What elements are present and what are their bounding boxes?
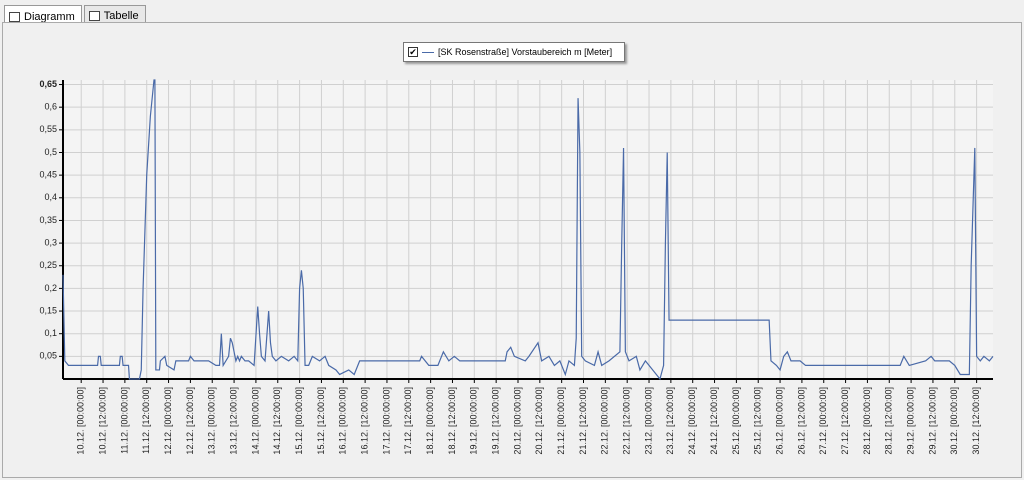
x-tick-label: 13.12. [12:00:00] xyxy=(228,387,238,455)
x-tick-label: 27.12. [12:00:00] xyxy=(840,387,850,455)
x-tick-label: 17.12. [00:00:00] xyxy=(381,387,391,455)
x-tick-label: 21.12. [00:00:00] xyxy=(556,387,566,455)
x-tick-label: 29.12. [00:00:00] xyxy=(905,387,915,455)
x-tick-label: 24.12. [00:00:00] xyxy=(687,387,697,455)
y-tick-label: 0,1 xyxy=(44,328,57,338)
y-tick-label: 0,45 xyxy=(39,170,57,180)
x-tick-label: 22.12. [12:00:00] xyxy=(622,387,632,455)
x-tick-label: 22.12. [00:00:00] xyxy=(600,387,610,455)
tab[interactable]: Diagramm xyxy=(4,5,82,25)
legend-swatch xyxy=(422,51,434,53)
x-tick-label: 29.12. [12:00:00] xyxy=(927,387,937,455)
x-tick-label: 14.12. [00:00:00] xyxy=(250,387,260,455)
x-tick-label: 10.12. [12:00:00] xyxy=(97,387,107,455)
y-tick-label: 0,55 xyxy=(39,124,57,134)
y-tick-label: 0,3 xyxy=(44,237,57,247)
x-tick-label: 14.12. [12:00:00] xyxy=(272,387,282,455)
y-tick-label: 0,15 xyxy=(39,305,57,315)
x-tick-label: 12.12. [00:00:00] xyxy=(163,387,173,455)
x-tick-label: 21.12. [12:00:00] xyxy=(578,387,588,455)
x-tick-label: 28.12. [12:00:00] xyxy=(884,387,894,455)
x-tick-label: 27.12. [00:00:00] xyxy=(818,387,828,455)
x-tick-label: 23.12. [00:00:00] xyxy=(643,387,653,455)
y-tick-label: 0,25 xyxy=(39,260,57,270)
x-tick-label: 18.12. [00:00:00] xyxy=(425,387,435,455)
y-tick-label: 0,5 xyxy=(44,147,57,157)
x-tick-label: 20.12. [00:00:00] xyxy=(512,387,522,455)
x-tick-label: 26.12. [00:00:00] xyxy=(774,387,784,455)
x-tick-label: 12.12. [12:00:00] xyxy=(185,387,195,455)
tab-bar: Diagramm Tabelle xyxy=(4,5,148,25)
legend: ✔ [SK Rosenstraße] Vorstaubereich m [Met… xyxy=(403,42,625,62)
x-tick-label: 23.12. [12:00:00] xyxy=(665,387,675,455)
x-tick-label: 11.12. [12:00:00] xyxy=(141,387,151,454)
x-tick-label: 13.12. [00:00:00] xyxy=(207,387,217,455)
y-tick-label: 0,65 xyxy=(39,79,57,89)
data-line xyxy=(62,79,994,381)
tab[interactable]: Tabelle xyxy=(83,5,146,24)
tab-icon xyxy=(88,11,100,21)
x-tick-label: 19.12. [12:00:00] xyxy=(491,387,501,455)
x-tick-label: 30.12. [12:00:00] xyxy=(971,387,981,455)
y-tick-label: 0,6 xyxy=(44,102,57,112)
y-tick-label: 0,4 xyxy=(44,192,57,202)
x-tick-label: 16.12. [00:00:00] xyxy=(338,387,348,455)
x-tick-label: 16.12. [12:00:00] xyxy=(359,387,369,455)
y-tick-label: 0,35 xyxy=(39,215,57,225)
tab-label: Diagramm xyxy=(24,10,75,23)
x-tick-label: 18.12. [12:00:00] xyxy=(447,387,457,455)
x-tick-label: 17.12. [12:00:00] xyxy=(403,387,413,455)
x-tick-label: 10.12. [00:00:00] xyxy=(76,387,86,455)
x-tick-label: 11.12. [00:00:00] xyxy=(119,387,129,454)
x-tick-label: 20.12. [12:00:00] xyxy=(534,387,544,455)
x-tick-label: 15.12. [00:00:00] xyxy=(294,387,304,455)
x-tick-label: 26.12. [12:00:00] xyxy=(796,387,806,455)
tab-label: Tabelle xyxy=(103,10,139,22)
x-tick-label: 30.12. [00:00:00] xyxy=(949,387,959,455)
x-tick-label: 25.12. [00:00:00] xyxy=(731,387,741,455)
y-tick-label: 0,05 xyxy=(39,351,57,361)
x-tick-label: 25.12. [12:00:00] xyxy=(753,387,763,455)
x-tick-label: 28.12. [00:00:00] xyxy=(862,387,872,455)
x-tick-label: 24.12. [12:00:00] xyxy=(709,387,719,455)
legend-checkbox[interactable]: ✔ xyxy=(408,47,418,57)
y-tick-label: 0,2 xyxy=(44,283,57,293)
legend-label: [SK Rosenstraße] Vorstaubereich m [Meter… xyxy=(438,47,613,57)
x-tick-label: 15.12. [12:00:00] xyxy=(316,387,326,455)
x-tick-label: 19.12. [00:00:00] xyxy=(469,387,479,455)
tab-icon xyxy=(9,11,20,22)
